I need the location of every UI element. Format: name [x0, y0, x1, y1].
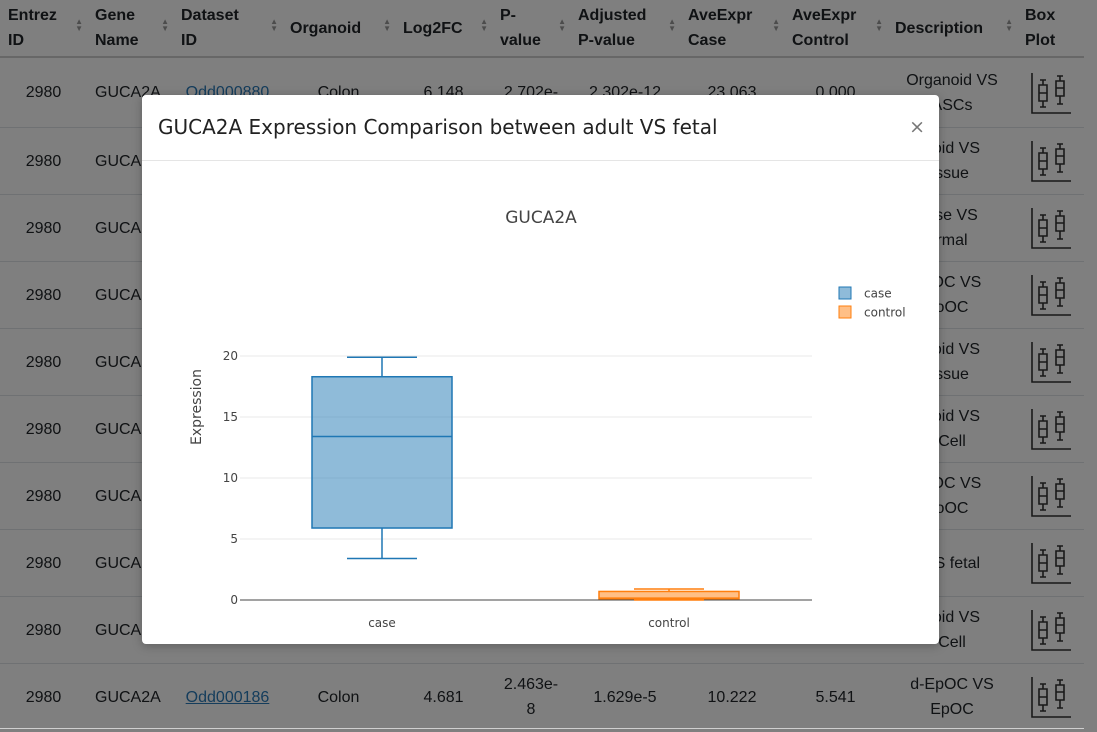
- modal-header: GUCA2A Expression Comparison between adu…: [142, 95, 939, 161]
- legend-label-case: case: [864, 287, 892, 301]
- y-tick-label: 10: [223, 471, 238, 485]
- modal-title: GUCA2A Expression Comparison between adu…: [158, 115, 718, 139]
- legend: case control: [838, 286, 906, 320]
- box-series: [311, 356, 740, 601]
- legend-label-control: control: [864, 306, 906, 320]
- chart-title: GUCA2A: [505, 208, 577, 228]
- y-axis-ticks: 0 5 10 15 20: [223, 349, 238, 607]
- x-tick-label: case: [368, 616, 396, 630]
- legend-swatch-control: [838, 305, 852, 319]
- boxplot-modal: GUCA2A Expression Comparison between adu…: [142, 95, 939, 644]
- y-tick-label: 20: [223, 349, 238, 363]
- close-button[interactable]: ×: [909, 116, 925, 138]
- box-case: [311, 356, 453, 560]
- y-tick-label: 15: [223, 410, 238, 424]
- chart-area: GUCA2A Expression 0 5 10 15 20 case control c…: [142, 161, 939, 644]
- table-bottom-border: [0, 728, 1084, 729]
- x-axis-ticks: case control: [368, 616, 690, 630]
- legend-swatch-case: [838, 286, 852, 300]
- boxplot-chart: GUCA2A Expression 0 5 10 15 20 case control c…: [189, 208, 906, 630]
- box-iqr: [311, 375, 453, 529]
- box-control: [598, 588, 740, 601]
- y-tick-label: 0: [230, 593, 238, 607]
- x-tick-label: control: [648, 616, 690, 630]
- y-axis-label: Expression: [189, 369, 205, 445]
- y-tick-label: 5: [230, 532, 238, 546]
